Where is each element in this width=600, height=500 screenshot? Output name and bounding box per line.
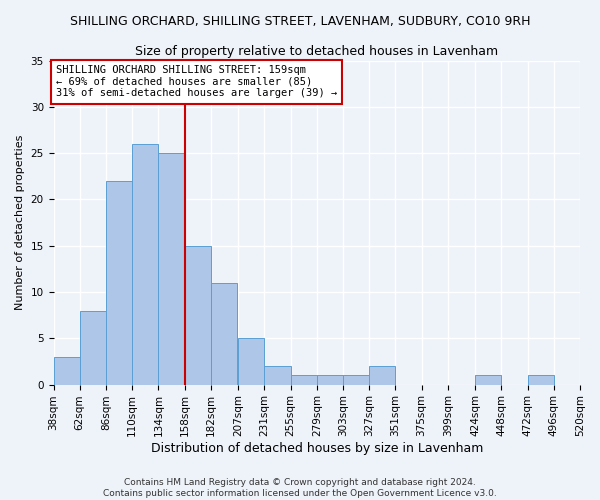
Bar xyxy=(580,376,600,384)
Bar xyxy=(475,376,502,384)
Text: SHILLING ORCHARD SHILLING STREET: 159sqm
← 69% of detached houses are smaller (8: SHILLING ORCHARD SHILLING STREET: 159sqm… xyxy=(56,65,337,98)
Bar xyxy=(343,376,369,384)
Y-axis label: Number of detached properties: Number of detached properties xyxy=(15,135,25,310)
Bar xyxy=(238,338,265,384)
Bar xyxy=(158,153,185,384)
Bar xyxy=(317,376,343,384)
Bar xyxy=(211,283,237,384)
Text: Contains HM Land Registry data © Crown copyright and database right 2024.
Contai: Contains HM Land Registry data © Crown c… xyxy=(103,478,497,498)
X-axis label: Distribution of detached houses by size in Lavenham: Distribution of detached houses by size … xyxy=(151,442,483,455)
Bar xyxy=(527,376,554,384)
Bar xyxy=(53,357,80,384)
Bar xyxy=(106,181,132,384)
Text: SHILLING ORCHARD, SHILLING STREET, LAVENHAM, SUDBURY, CO10 9RH: SHILLING ORCHARD, SHILLING STREET, LAVEN… xyxy=(70,15,530,28)
Bar xyxy=(185,246,211,384)
Bar xyxy=(290,376,317,384)
Bar xyxy=(265,366,290,384)
Title: Size of property relative to detached houses in Lavenham: Size of property relative to detached ho… xyxy=(135,45,499,58)
Bar xyxy=(132,144,158,384)
Bar xyxy=(80,310,106,384)
Bar xyxy=(369,366,395,384)
